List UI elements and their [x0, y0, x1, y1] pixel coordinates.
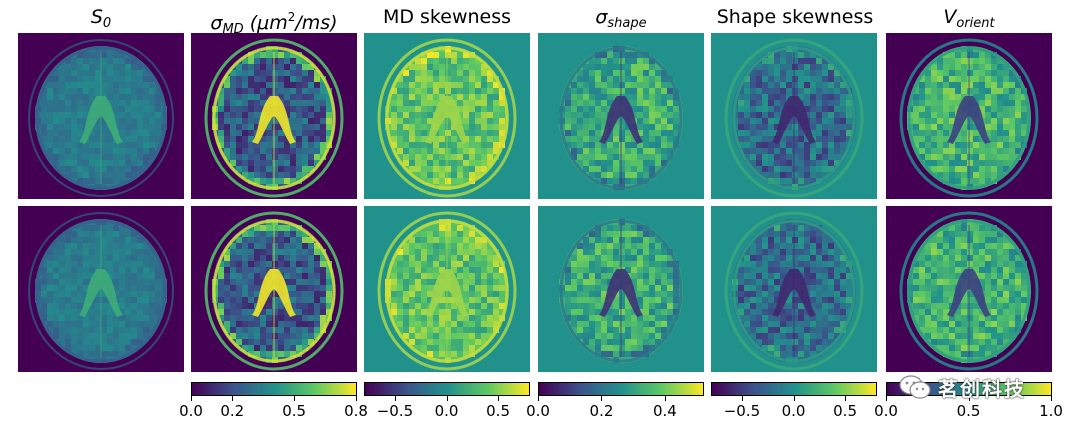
colorbar-tick-label: 0.0: [434, 402, 459, 420]
title-md-skewness: MD skewness: [382, 6, 512, 28]
colorbar-tick-label: 0.2: [589, 402, 614, 420]
colorbar-md-skewness: [364, 382, 530, 396]
colorbar-tick-label: 0.5: [282, 402, 307, 420]
colorbar-tick: [446, 396, 448, 401]
map-v-orient-bottom-row: [886, 206, 1052, 372]
colorbar-tick-label: 0.0: [179, 402, 203, 420]
colorbar-sigma-md: [191, 382, 357, 396]
map-shape-skewness-top-row: [711, 33, 877, 199]
map-sigma-shape-bottom-row: [538, 206, 704, 372]
colorbar-tick-label: 0.0: [526, 402, 550, 420]
colorbar-tick-label: −0.5: [723, 402, 761, 420]
map-md-skewness-top-row: [364, 33, 530, 199]
colorbar-tick-label: 0.0: [781, 402, 806, 420]
colorbar-tick: [741, 396, 743, 401]
colorbar-tick: [845, 396, 847, 401]
colorbar-tick: [394, 396, 396, 401]
map-sigma-md-bottom-row: [191, 206, 357, 372]
colorbar-tick: [356, 396, 357, 401]
map-shape-skewness-bottom-row: [711, 206, 877, 372]
title-s0: S0: [90, 6, 112, 31]
colorbar-tick: [538, 396, 539, 401]
map-md-skewness-bottom-row: [364, 206, 530, 372]
colorbar-tick-label: 0.2: [220, 402, 245, 420]
watermark-text: 茗创科技: [938, 376, 1026, 401]
map-v-orient-top-row: [886, 33, 1052, 199]
colorbar-tick-label: −0.5: [376, 402, 414, 420]
colorbar-tick: [886, 396, 887, 401]
colorbar-tick-label: 1.0: [1039, 402, 1063, 420]
colorbar-tick: [1051, 396, 1052, 401]
colorbar-tick: [664, 396, 666, 401]
title-shape-skewness: Shape skewness: [716, 6, 874, 28]
colorbar-tick-label: 0.5: [486, 402, 510, 420]
colorbar-tick: [601, 396, 603, 401]
colorbar-tick-label: 0.8: [344, 402, 368, 420]
colorbar-tick-label: 0.4: [652, 402, 677, 420]
colorbar-tick-label: 0.5: [833, 402, 857, 420]
colorbar-tick-label: 0.5: [956, 402, 981, 420]
colorbar-tick: [294, 396, 296, 401]
colorbar-tick: [968, 396, 970, 401]
colorbar-tick-label: 0.0: [874, 402, 898, 420]
map-sigma-md-top-row: [191, 33, 357, 199]
wechat-icon: [899, 375, 931, 399]
map-sigma-shape-top-row: [538, 33, 704, 199]
colorbar-tick: [498, 396, 500, 401]
colorbar-sigma-shape: [538, 382, 704, 396]
colorbar-shape-skewness: [711, 382, 877, 396]
title-v-orient: Vorient: [943, 6, 995, 31]
map-s0-top-row: [18, 33, 184, 199]
colorbar-tick: [232, 396, 234, 401]
title-sigma-shape: σshape: [595, 6, 647, 31]
colorbar-tick: [191, 396, 192, 401]
map-s0-bottom-row: [18, 206, 184, 372]
colorbar-tick: [793, 396, 795, 401]
watermark: 茗创科技: [898, 372, 1026, 402]
